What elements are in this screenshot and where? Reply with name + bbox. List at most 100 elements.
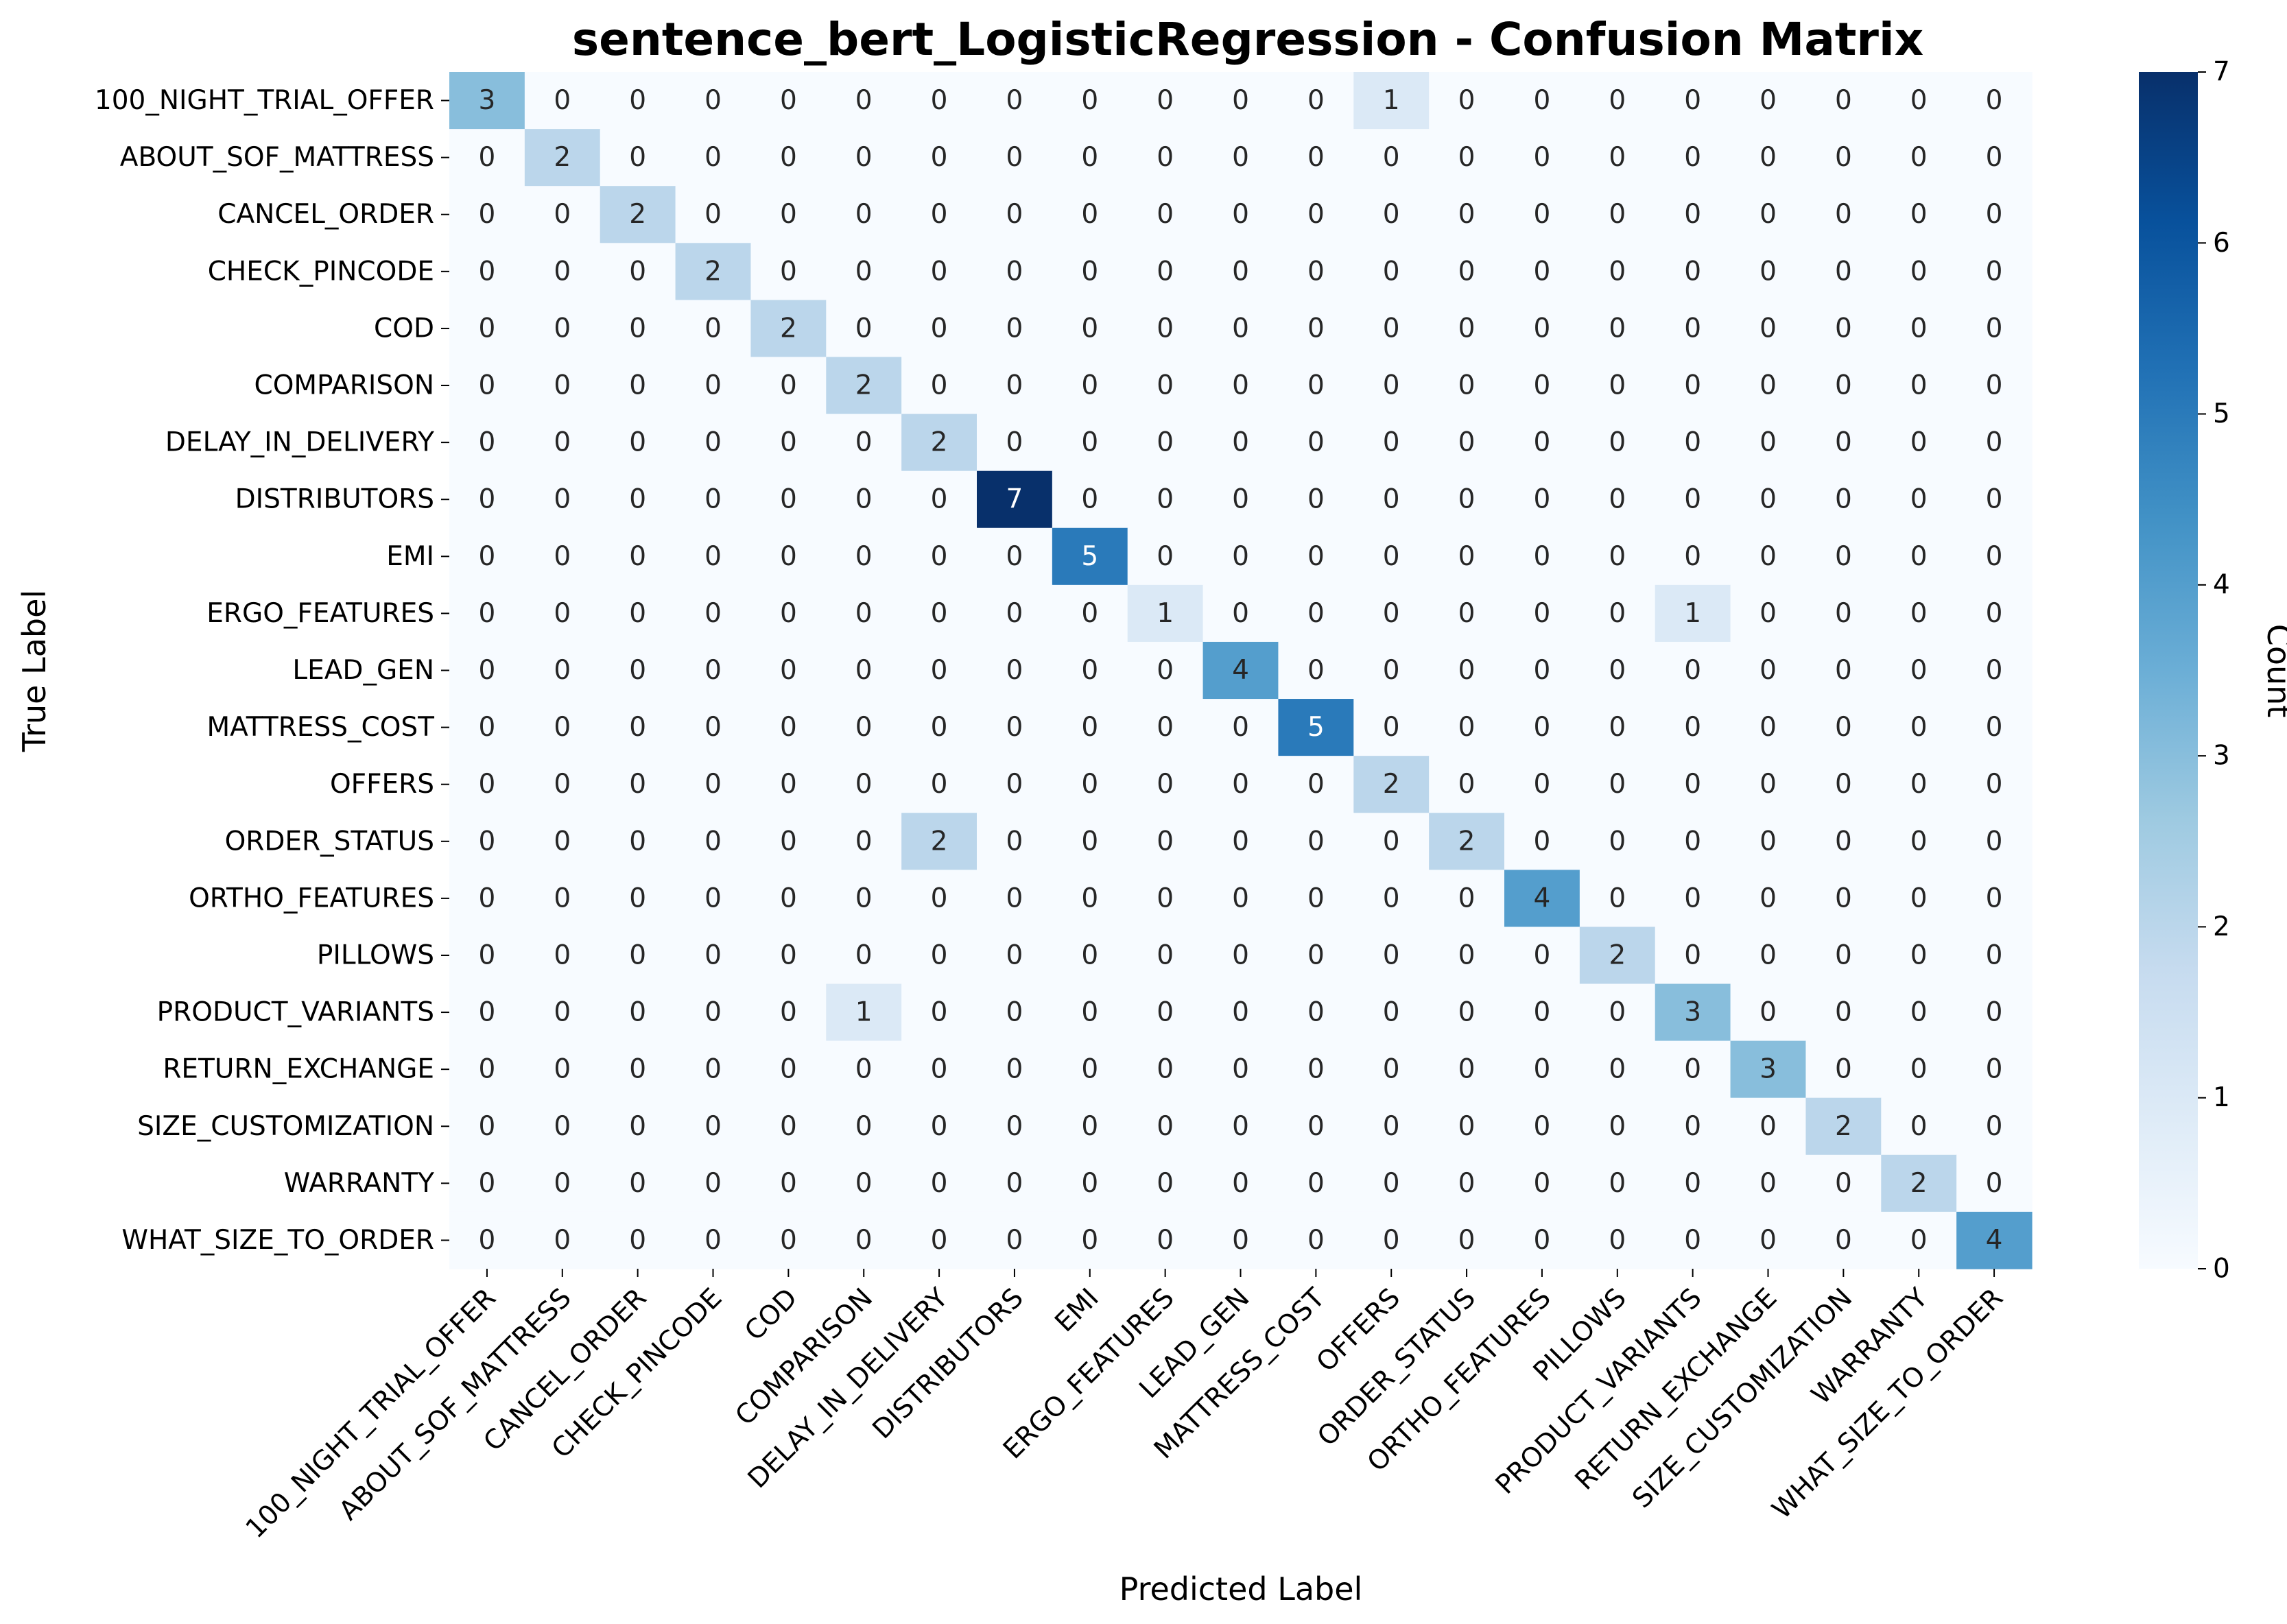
colorbar-label: Count [2260, 624, 2287, 718]
cell-value-label: 0 [479, 826, 496, 857]
heatmap-cell [1805, 1154, 1882, 1213]
heatmap-cell [600, 300, 676, 358]
cell-value-label: 0 [1835, 142, 1852, 173]
cell-value-label: 0 [1986, 199, 2003, 230]
cell-value-label: 0 [704, 883, 722, 914]
heatmap-cell [1052, 186, 1128, 243]
cell-value-label: 0 [1307, 1225, 1325, 1256]
colorbar-ticks: 0 1 2 3 4 5 6 7 [2198, 57, 2230, 1285]
cell-value-label: 0 [931, 712, 948, 743]
cell-value-label: 0 [1157, 1225, 1174, 1256]
heatmap-cell [1805, 243, 1882, 300]
heatmap-cell [675, 1211, 752, 1269]
cell-value-label: 0 [479, 883, 496, 914]
cell-value-label: 0 [1609, 1111, 1626, 1142]
heatmap-cell [1052, 870, 1128, 928]
heatmap-cell [675, 129, 752, 187]
heatmap-cell [1278, 983, 1354, 1042]
cell-value-label: 0 [1081, 1168, 1098, 1199]
heatmap-cell [1353, 756, 1430, 813]
heatmap-cell [1353, 1097, 1430, 1156]
cell-value-label: 0 [1609, 370, 1626, 401]
heatmap-cell [449, 129, 525, 187]
y-tick-label: CHECK_PINCODE [208, 256, 434, 287]
cell-value-label: 0 [1835, 826, 1852, 857]
y-tick-label: MATTRESS_COST [206, 712, 434, 743]
heatmap-cell [1730, 1154, 1807, 1213]
heatmap-cell [1278, 129, 1354, 187]
heatmap-cell [750, 129, 827, 187]
cell-value-label: 0 [1910, 142, 1928, 173]
heatmap-cell [1805, 870, 1882, 928]
heatmap-cell [1278, 527, 1354, 586]
cell-value-label: 0 [780, 598, 797, 629]
cell-value-label: 0 [1232, 598, 1249, 629]
cell-value-label: 0 [1835, 370, 1852, 401]
heatmap-cell [1881, 129, 1957, 187]
cell-value-label: 0 [1006, 1111, 1023, 1142]
cell-value-label: 0 [479, 655, 496, 686]
colorbar-tick-label: 6 [2213, 228, 2230, 259]
heatmap-cell [901, 1040, 977, 1099]
heatmap-cell [449, 927, 525, 985]
cell-value-label: 0 [1458, 598, 1476, 629]
heatmap-cell [1202, 357, 1279, 415]
cell-value-label: 0 [780, 1111, 797, 1142]
y-tick-label: ORDER_STATUS [225, 826, 434, 857]
colorbar-tick-label: 5 [2213, 398, 2230, 429]
cell-value-label: 0 [1986, 1111, 2003, 1142]
y-tick-label: OFFERS [330, 769, 434, 800]
cell-value-label: 0 [1383, 1225, 1400, 1256]
heatmap-cell [1881, 470, 1957, 529]
cell-value-label: 7 [1006, 484, 1023, 515]
cell-value-label: 0 [1835, 1168, 1852, 1199]
heatmap-cell [675, 870, 752, 928]
heatmap-cell [1278, 300, 1354, 358]
heatmap-cell [1730, 1040, 1807, 1099]
heatmap-cell [600, 357, 676, 415]
heatmap-cell [1353, 983, 1430, 1042]
cell-value-label: 0 [1383, 940, 1400, 970]
cell-value-label: 0 [1534, 1225, 1551, 1256]
cell-value-label: 0 [1307, 769, 1325, 800]
y-tick-label: RETURN_EXCHANGE [163, 1054, 434, 1085]
cell-value-label: 0 [1307, 313, 1325, 344]
heatmap-cell [1881, 870, 1957, 928]
cell-value-label: 0 [1534, 769, 1551, 800]
heatmap-cell [1429, 756, 1505, 813]
cell-value-label: 0 [554, 883, 571, 914]
cell-value-label: 0 [1232, 427, 1249, 458]
cell-value-label: 0 [1835, 427, 1852, 458]
heatmap-cell [1202, 699, 1279, 756]
heatmap-cell [901, 870, 977, 928]
cell-value-label: 0 [780, 85, 797, 116]
cell-value-label: 0 [1609, 199, 1626, 230]
cell-value-label: 0 [1835, 199, 1852, 230]
heatmap-cell [1127, 243, 1204, 300]
cell-value-label: 0 [1006, 712, 1023, 743]
cell-value-label: 0 [855, 1054, 873, 1085]
heatmap-cell [1956, 243, 2033, 300]
colorbar-tick-label: 2 [2213, 911, 2230, 942]
y-tick-label: PILLOWS [317, 940, 434, 970]
heatmap-cell [675, 699, 752, 756]
heatmap-cell [600, 186, 676, 243]
cell-value-label: 0 [554, 598, 571, 629]
heatmap-cell [1504, 470, 1580, 529]
cell-value-label: 0 [1006, 769, 1023, 800]
y-tick-label: LEAD_GEN [292, 655, 434, 686]
heatmap-cell [901, 72, 977, 130]
heatmap-cell [600, 756, 676, 813]
cell-value-label: 0 [1986, 598, 2003, 629]
cell-value-label: 3 [479, 85, 496, 116]
cell-value-label: 0 [931, 85, 948, 116]
cell-value-label: 0 [704, 142, 722, 173]
cell-value-label: 0 [855, 655, 873, 686]
heatmap-cell [675, 470, 752, 529]
heatmap-cell [1052, 1211, 1128, 1269]
heatmap-cell [750, 699, 827, 756]
cell-value-label: 0 [1609, 997, 1626, 1028]
heatmap-cell [1805, 1211, 1882, 1269]
cell-value-label: 0 [1081, 484, 1098, 515]
